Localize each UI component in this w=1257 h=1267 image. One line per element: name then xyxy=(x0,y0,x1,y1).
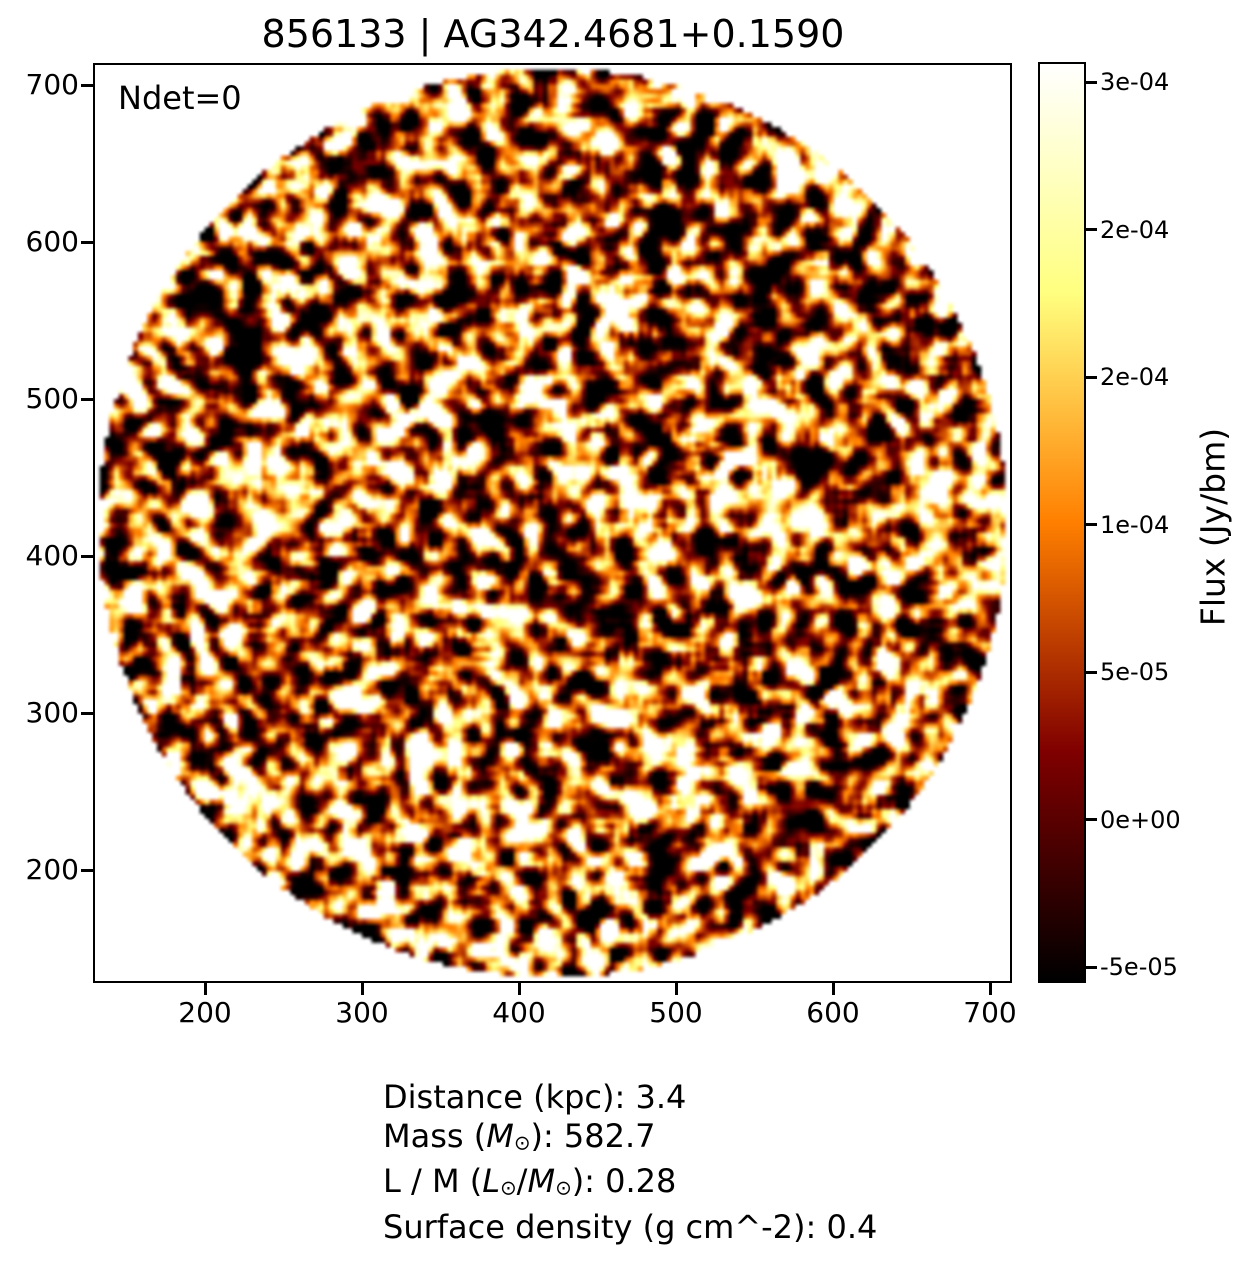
ndet-annotation: Ndet=0 xyxy=(118,79,242,117)
info-line-surface-density: Surface density (g cm^-2): 0.4 xyxy=(383,1208,877,1247)
colorbar-tick-mark xyxy=(1086,228,1097,231)
info-label: Mass ( xyxy=(383,1117,487,1155)
y-tick-label: 300 xyxy=(25,696,79,729)
info-line-mass: Mass (M⊙): 582.7 xyxy=(383,1117,877,1162)
mass-symbol: M xyxy=(527,1162,556,1201)
colorbar-tick-label: 0e+00 xyxy=(1100,805,1181,834)
y-tick-mark xyxy=(81,868,93,872)
slash: / xyxy=(516,1162,528,1201)
colorbar xyxy=(1038,62,1086,983)
colorbar-tick-mark xyxy=(1086,818,1097,821)
info-label: ): xyxy=(530,1117,564,1155)
colorbar-tick-label: 3e-04 xyxy=(1100,68,1170,96)
colorbar-tick-label: 1e-04 xyxy=(1100,510,1170,539)
x-tick-mark xyxy=(988,983,992,995)
info-line-luminosity-mass-ratio: L / M (L⊙/M⊙): 0.28 xyxy=(383,1162,877,1207)
colorbar-axis-label: Flux (Jy/bm) xyxy=(1193,427,1233,627)
colorbar-tick-label: 2e-04 xyxy=(1100,363,1170,391)
colorbar-tick-label: 5e-05 xyxy=(1100,658,1170,686)
info-label: ): xyxy=(571,1162,606,1201)
colorbar-tick-mark xyxy=(1086,80,1097,84)
colorbar-tick-mark xyxy=(1086,670,1097,674)
y-tick-mark xyxy=(81,83,93,87)
y-tick-mark xyxy=(81,554,93,558)
y-tick-mark xyxy=(81,397,93,401)
y-tick-label: 500 xyxy=(25,382,79,415)
y-tick-label: 700 xyxy=(25,68,79,101)
x-tick-label: 400 xyxy=(492,996,546,1029)
colorbar-gradient xyxy=(1040,64,1084,981)
x-tick-label: 700 xyxy=(963,996,1017,1029)
sun-symbol: ⊙ xyxy=(513,1131,531,1155)
y-tick-mark xyxy=(81,711,93,715)
colorbar-tick-label: -5e-05 xyxy=(1100,953,1178,981)
x-tick-mark xyxy=(203,983,207,995)
x-tick-mark xyxy=(360,983,364,995)
x-tick-label: 500 xyxy=(649,996,703,1029)
sun-symbol: ⊙ xyxy=(555,1176,572,1200)
x-tick-mark xyxy=(517,983,521,995)
luminosity-symbol: L xyxy=(482,1162,501,1201)
info-value: 582.7 xyxy=(563,1117,656,1155)
info-value: 0.28 xyxy=(605,1162,677,1201)
y-tick-label: 600 xyxy=(25,225,79,258)
x-tick-mark xyxy=(831,983,835,995)
y-tick-mark xyxy=(81,240,93,244)
info-line-distance: Distance (kpc): 3.4 xyxy=(383,1078,877,1117)
colorbar-tick-mark xyxy=(1086,965,1097,969)
plot-axes: Ndet=0 xyxy=(93,63,1012,983)
info-label: Surface density (g cm^-2): xyxy=(383,1207,827,1246)
flux-map-image xyxy=(95,65,1010,981)
plot-title: 856133 | AG342.4681+0.1590 xyxy=(261,12,845,56)
x-tick-label: 200 xyxy=(178,996,232,1029)
colorbar-tick-label: 2e-04 xyxy=(1100,215,1170,244)
info-label: L / M ( xyxy=(383,1162,483,1201)
info-block: Distance (kpc): 3.4 Mass (M⊙): 582.7 L /… xyxy=(383,1078,877,1247)
y-tick-label: 400 xyxy=(25,539,79,572)
y-tick-label: 200 xyxy=(25,853,79,886)
colorbar-tick-mark xyxy=(1086,523,1097,526)
x-tick-label: 300 xyxy=(335,996,389,1029)
info-label: Distance (kpc): xyxy=(383,1078,636,1116)
info-value: 3.4 xyxy=(635,1078,687,1116)
sun-symbol: ⊙ xyxy=(500,1176,517,1200)
info-value: 0.4 xyxy=(826,1207,878,1246)
x-tick-mark xyxy=(674,983,678,995)
x-tick-label: 600 xyxy=(806,996,860,1029)
mass-symbol: M xyxy=(486,1117,514,1155)
colorbar-tick-mark xyxy=(1086,375,1097,379)
